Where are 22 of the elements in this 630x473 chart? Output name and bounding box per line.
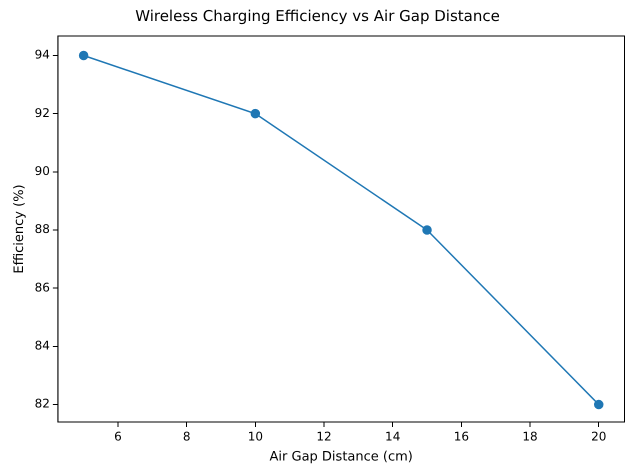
x-tick-label: 14 (385, 429, 400, 444)
x-tick-label: 16 (454, 429, 470, 444)
x-tick-label: 8 (182, 429, 190, 444)
y-tick-label: 94 (34, 48, 50, 62)
y-tick-label: 82 (34, 396, 50, 411)
x-tick-label: 18 (522, 429, 538, 444)
x-tick-label: 6 (114, 429, 122, 444)
chart-title: Wireless Charging Efficiency vs Air Gap Distance (135, 6, 500, 25)
y-tick-label: 84 (34, 338, 50, 352)
x-tick-label: 20 (591, 429, 606, 444)
point (78, 50, 88, 60)
point (594, 400, 604, 410)
x-tick-label: 10 (248, 429, 263, 444)
y-tick-label: 86 (34, 280, 50, 294)
y-axis-title: Efficiency (%) (12, 184, 28, 274)
y-tick-label: 92 (34, 106, 50, 120)
y-tick-label: 88 (34, 222, 50, 236)
x-tick-label: 12 (316, 429, 332, 444)
y-tick-label: 90 (34, 164, 50, 178)
point (422, 225, 432, 235)
point (250, 108, 260, 118)
x-axis-title: Air Gap Distance (cm) (270, 450, 413, 465)
